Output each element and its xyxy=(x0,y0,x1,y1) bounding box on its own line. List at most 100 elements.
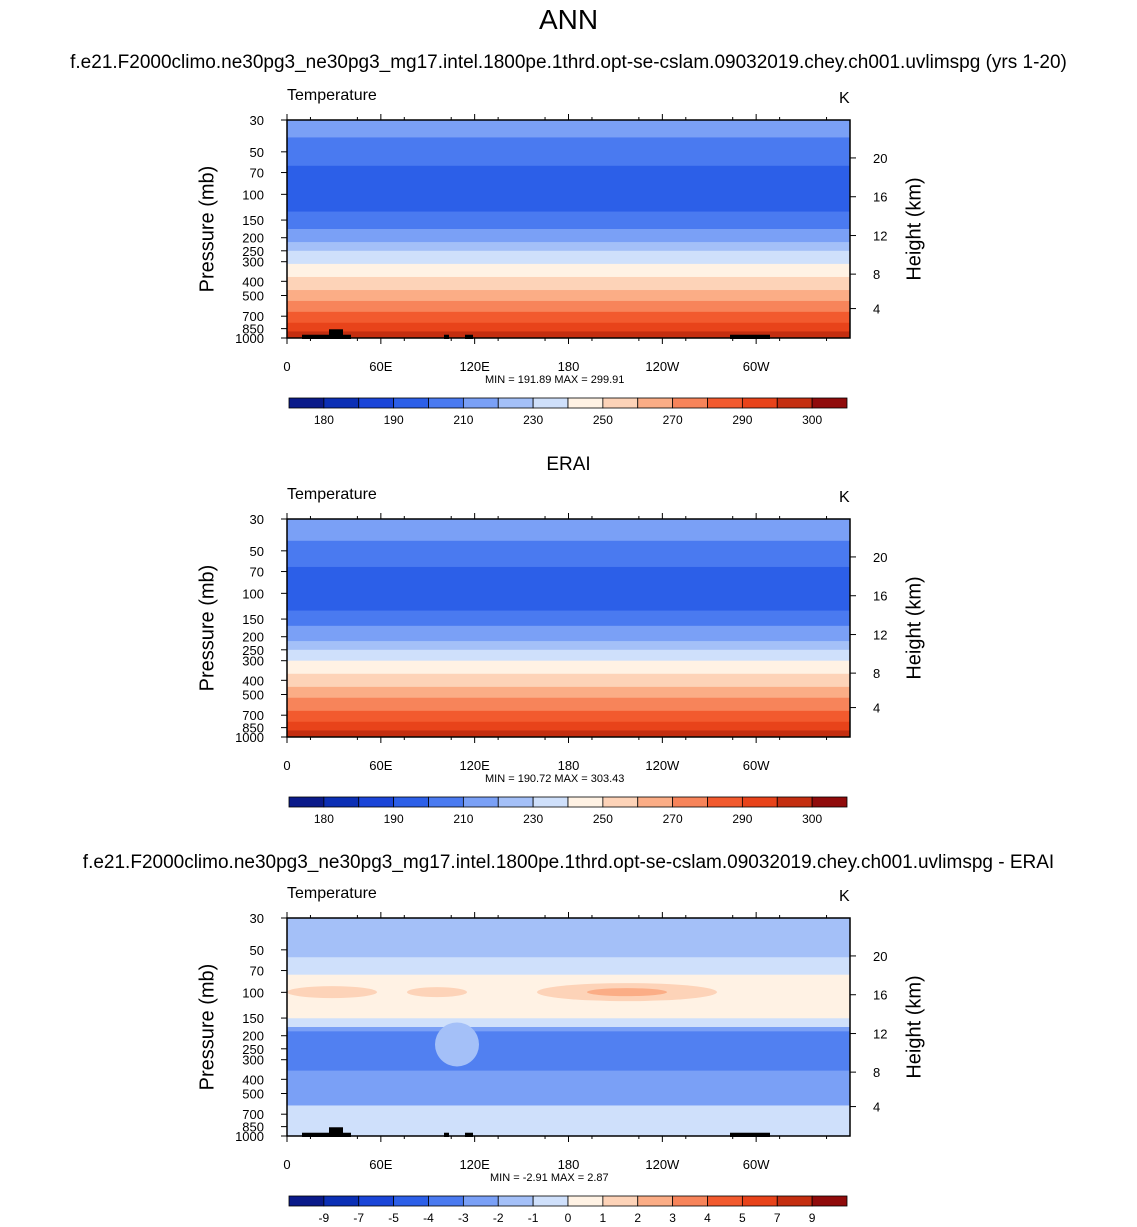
contour-band xyxy=(287,649,850,662)
colorbar-swatch xyxy=(428,397,464,409)
y-tick-label: 50 xyxy=(250,943,264,958)
y-tick-label: 1000 xyxy=(235,331,264,346)
y-tick-label: 50 xyxy=(250,145,264,160)
y2-tick-label: 4 xyxy=(873,701,880,716)
colorbar-label: 5 xyxy=(739,1211,746,1225)
page-title: ANN xyxy=(538,4,599,35)
y-tick-label: 300 xyxy=(242,1053,264,1068)
contour-band xyxy=(287,120,850,138)
x-tick-label: 120W xyxy=(645,359,680,374)
colorbar-swatch xyxy=(462,1195,499,1207)
y-tick-label: 150 xyxy=(242,612,264,627)
colorbar-swatch xyxy=(497,796,534,808)
contour-band xyxy=(287,250,850,265)
y-tick-label: 850 xyxy=(242,1120,264,1135)
colorbar-label: 0 xyxy=(565,1211,572,1225)
y-tick-label: 70 xyxy=(250,166,264,181)
x-tick-label: 60E xyxy=(369,758,392,773)
colorbar-label: -2 xyxy=(493,1211,504,1225)
topography xyxy=(302,334,332,339)
anomaly-blob xyxy=(407,987,467,998)
colorbar-swatch xyxy=(811,796,848,808)
topography xyxy=(730,1132,770,1137)
contour-band xyxy=(287,660,850,675)
y-tick-label: 700 xyxy=(242,708,264,723)
panel-3-units-label: K xyxy=(839,888,850,905)
panel-1-variable-label: Temperature xyxy=(287,87,377,104)
y-tick-label: 150 xyxy=(242,1011,264,1026)
x-tick-label: 120W xyxy=(645,758,680,773)
colorbar-label: 190 xyxy=(384,812,404,826)
contour-band xyxy=(287,957,850,976)
colorbar-swatch xyxy=(323,397,360,409)
colorbar-label: 180 xyxy=(314,413,334,427)
x-tick-label: 60W xyxy=(743,1157,770,1172)
y-tick-label: 30 xyxy=(250,911,264,926)
panel-1-units-label: K xyxy=(839,90,850,107)
topography xyxy=(329,329,343,339)
contour-band xyxy=(287,566,850,612)
contour-band xyxy=(287,710,850,723)
colorbar-swatch xyxy=(811,1195,848,1207)
topography xyxy=(343,334,351,339)
panel-1-minmax: MIN = 191.89 MAX = 299.91 xyxy=(485,374,625,386)
colorbar-label: 250 xyxy=(593,413,613,427)
colorbar-swatch xyxy=(393,796,429,808)
y-tick-label: 700 xyxy=(242,309,264,324)
colorbar-label: 290 xyxy=(732,812,752,826)
y-tick-label: 300 xyxy=(242,654,264,669)
colorbar-swatch xyxy=(776,1195,813,1207)
contour-band xyxy=(287,686,850,699)
panel-1-colorbar: 180 190 210 230 250 270 290 300 xyxy=(288,397,848,427)
contour-band xyxy=(287,165,850,213)
contour-band xyxy=(287,641,850,651)
colorbar-label: 270 xyxy=(663,812,683,826)
colorbar-label: 4 xyxy=(704,1211,711,1225)
y2-tick-label: 16 xyxy=(873,589,887,604)
contour-band xyxy=(287,610,850,627)
colorbar-label: 3 xyxy=(669,1211,676,1225)
x-tick-label: 0 xyxy=(283,758,290,773)
y-tick-label: 100 xyxy=(242,187,264,202)
anomaly-region xyxy=(287,1105,850,1136)
y-tick-label: 850 xyxy=(242,721,264,736)
y2-tick-label: 8 xyxy=(873,666,880,681)
x-tick-label: 120E xyxy=(459,1157,490,1172)
y2-tick-label: 20 xyxy=(873,949,887,964)
y2-tick-label: 12 xyxy=(873,1027,887,1042)
colorbar-swatch xyxy=(741,1195,778,1207)
colorbar-label: 300 xyxy=(802,812,822,826)
contour-band xyxy=(287,229,850,243)
colorbar-swatch xyxy=(602,796,639,808)
colorbar-label: 300 xyxy=(802,413,822,427)
x-tick-label: 120E xyxy=(459,758,490,773)
colorbar-swatch xyxy=(776,397,813,409)
colorbar-label: 270 xyxy=(663,413,683,427)
y-tick-label: 1000 xyxy=(235,730,264,745)
colorbar-swatch xyxy=(811,397,848,409)
y2-tick-label: 16 xyxy=(873,190,887,205)
y-tick-label: 30 xyxy=(250,113,264,128)
topography xyxy=(465,334,473,339)
colorbar-swatch xyxy=(288,796,325,808)
y-tick-label: 70 xyxy=(250,565,264,580)
colorbar-swatch xyxy=(602,397,639,409)
y-tick-label: 400 xyxy=(242,274,264,289)
colorbar-swatch xyxy=(567,397,604,409)
contour-band xyxy=(287,697,850,712)
y2-tick-label: 8 xyxy=(873,1065,880,1080)
colorbar-swatch xyxy=(637,397,674,409)
contour-band xyxy=(287,1018,850,1028)
panel-1-title: f.e21.F2000climo.ne30pg3_ne30pg3_mg17.in… xyxy=(70,52,1067,73)
contour-band xyxy=(287,331,850,339)
panel-3-variable-label: Temperature xyxy=(287,885,377,902)
contour-band xyxy=(287,211,850,230)
y-tick-label: 400 xyxy=(242,673,264,688)
y-tick-label: 850 xyxy=(242,322,264,337)
panel-3-minmax: MIN = -2.91 MAX = 2.87 xyxy=(490,1172,609,1184)
contour-band xyxy=(287,519,850,542)
panel-2-minmax: MIN = 190.72 MAX = 303.43 xyxy=(485,773,625,785)
colorbar-swatch xyxy=(532,1195,569,1207)
y-tick-label: 200 xyxy=(242,630,264,645)
colorbar-swatch xyxy=(672,1195,708,1207)
